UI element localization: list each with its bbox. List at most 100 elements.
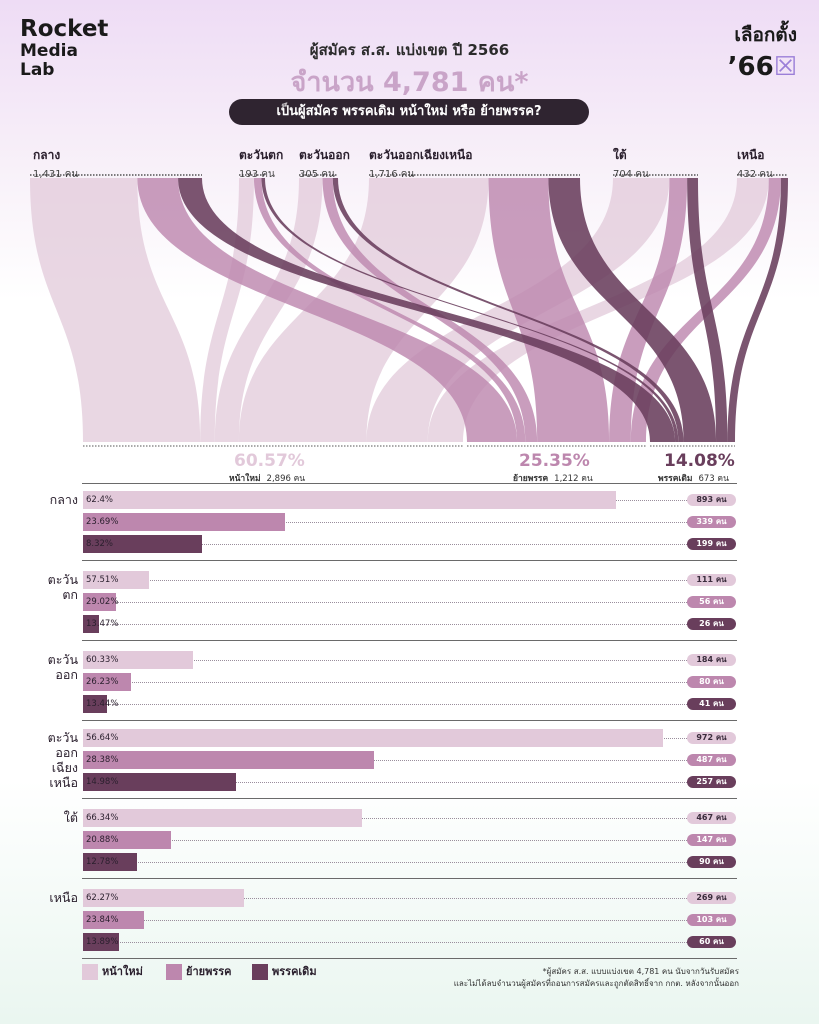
sankey-flow-north-new <box>427 178 769 442</box>
bar-new: 62.27% <box>83 889 244 907</box>
election-badge-year: ’66 <box>727 52 774 82</box>
bar-percent-label: 8.32% <box>86 539 114 549</box>
bar-moved: 20.88% <box>83 831 171 849</box>
region-label-northeast: ตะวันออกเฉียงเหนือ 1,716 คน <box>369 148 473 180</box>
bar-percent-label: 60.33% <box>86 655 119 665</box>
region-label-central: กลาง 1,431 คน <box>33 148 79 180</box>
total-same-percent: 14.08% <box>664 451 735 471</box>
region-label-north: เหนือ 432 คน <box>737 148 773 180</box>
total-moved-caption: ย้ายพรรค 1,212 คน <box>513 474 593 484</box>
bar-percent-label: 13.89% <box>86 937 119 947</box>
section-separator <box>82 720 737 721</box>
bar-percent-label: 23.69% <box>86 517 119 527</box>
bar-percent-label: 66.34% <box>86 813 119 823</box>
bar-guide-line <box>83 920 687 921</box>
region-row-label: กลาง <box>49 492 78 507</box>
region-row-label: ตะวัน ออก เฉียง เหนือ <box>47 730 78 790</box>
region-row-label: ตะวัน ออก <box>47 652 78 682</box>
section-separator <box>82 798 737 799</box>
bar-same: 13.89% <box>83 933 119 951</box>
bar-new: 57.51% <box>83 571 150 589</box>
bar-same: 13.47% <box>83 615 118 633</box>
bar-guide-line <box>83 660 687 661</box>
total-candidates: จำนวน 4,781 คน* <box>290 67 529 98</box>
bar-moved: 23.84% <box>83 911 145 929</box>
legend-swatch-new <box>82 964 98 980</box>
region-label-east: ตะวันออก 305 คน <box>299 148 350 180</box>
election-badge-text: เลือกตั้ง <box>734 24 797 46</box>
count-badge: 56 คน <box>687 596 736 608</box>
section-separator <box>82 878 737 879</box>
sankey-flow-west-same <box>261 178 679 442</box>
bar-guide-line <box>83 840 687 841</box>
bar-new: 56.64% <box>83 729 664 747</box>
bar-guide-line <box>83 898 687 899</box>
count-badge: 60 คน <box>687 936 736 948</box>
bar-percent-label: 14.98% <box>86 777 119 787</box>
bar-percent-label: 23.84% <box>86 915 119 925</box>
count-badge: 893 คน <box>687 494 736 506</box>
bar-guide-line <box>83 602 687 603</box>
count-badge: 26 คน <box>687 618 736 630</box>
rocket-media-lab-logo: Rocket Media Lab <box>20 18 108 79</box>
bar-moved: 29.02% <box>83 593 119 611</box>
bar-percent-label: 20.88% <box>86 835 119 845</box>
count-badge: 90 คน <box>687 856 736 868</box>
region-row-label: ตะวัน ตก <box>47 572 78 602</box>
sankey-flow-south-moved <box>609 178 688 442</box>
bar-percent-label: 62.4% <box>86 495 114 505</box>
bar-guide-line <box>83 522 687 523</box>
bar-guide-line <box>83 704 687 705</box>
bar-percent-label: 12.78% <box>86 857 119 867</box>
legend-swatch-same <box>252 964 268 980</box>
footnote: *ผู้สมัคร ส.ส. แบบแบ่งเขต 4,781 คน นับจา… <box>453 967 739 988</box>
bar-guide-line <box>83 818 687 819</box>
top-separator <box>82 483 737 484</box>
legend-new: หน้าใหม่ <box>82 964 143 980</box>
count-badge: 257 คน <box>687 776 736 788</box>
legend-same: พรรคเดิม <box>252 964 317 980</box>
section-separator <box>82 640 737 641</box>
section-separator <box>82 560 737 561</box>
region-label-south: ใต้ 704 คน <box>613 148 649 180</box>
sankey-flow-northeast-new <box>238 178 489 442</box>
sankey-flow-diagram <box>30 174 788 447</box>
election-66-badge: เลือกตั้ง ’66☒ <box>728 20 797 82</box>
sankey-flow-east-same <box>332 178 684 442</box>
count-badge: 103 คน <box>687 914 736 926</box>
question-banner: เป็นผู้สมัคร พรรคเดิม หน้าใหม่ หรือ ย้าย… <box>229 99 589 125</box>
bar-percent-label: 29.02% <box>86 597 119 607</box>
bar-percent-label: 57.51% <box>86 575 119 585</box>
total-new-caption: หน้าใหม่ 2,896 คน <box>229 474 306 484</box>
bar-guide-line <box>83 580 687 581</box>
sankey-flow-east-new <box>214 178 323 442</box>
bar-moved: 26.23% <box>83 673 131 691</box>
total-new-percent: 60.57% <box>234 451 305 471</box>
legend-swatch-moved <box>166 964 182 980</box>
count-badge: 147 คน <box>687 834 736 846</box>
bar-guide-line <box>83 760 687 761</box>
sankey-flow-west-moved <box>253 178 526 442</box>
bar-percent-label: 13.44% <box>86 699 119 709</box>
bar-same: 13.44% <box>83 695 118 713</box>
count-badge: 269 คน <box>687 892 736 904</box>
count-badge: 199 คน <box>687 538 736 550</box>
bar-moved: 23.69% <box>83 513 286 531</box>
logo-line-3: Lab <box>20 60 55 80</box>
bar-guide-line <box>83 862 687 863</box>
ballot-x-icon: ☒ <box>773 52 797 82</box>
bar-percent-label: 13.47% <box>86 619 119 629</box>
bar-new: 66.34% <box>83 809 362 827</box>
count-badge: 972 คน <box>687 732 736 744</box>
logo-line-1: Rocket <box>20 16 109 42</box>
section-separator <box>82 958 737 959</box>
bar-new: 62.4% <box>83 491 617 509</box>
bar-same: 14.98% <box>83 773 237 791</box>
legend-moved: ย้ายพรรค <box>166 964 232 980</box>
count-badge: 41 คน <box>687 698 736 710</box>
bar-guide-line <box>83 624 687 625</box>
count-badge: 467 คน <box>687 812 736 824</box>
count-badge: 80 คน <box>687 676 736 688</box>
bar-percent-label: 28.38% <box>86 755 119 765</box>
region-label-west: ตะวันตก 193 คน <box>239 148 284 180</box>
